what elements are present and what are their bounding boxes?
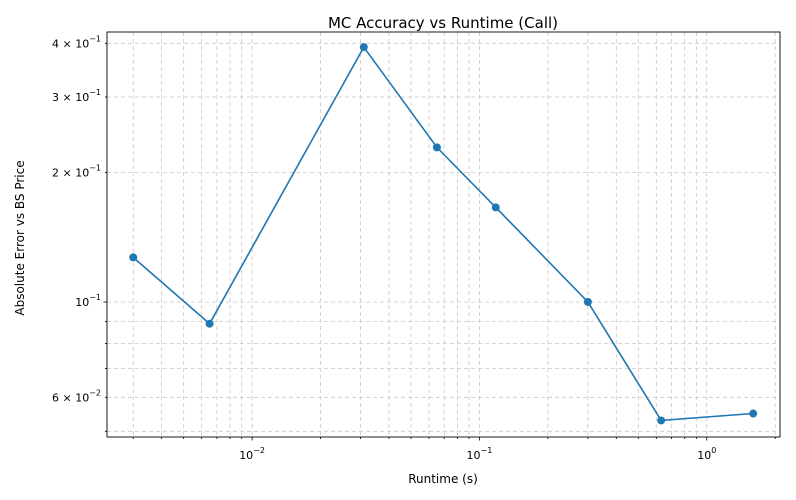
y-tick-label: 2 × 10−1 bbox=[52, 164, 101, 180]
tick-layer: 10−2 10−1 100 10−1 6 × 10−2 2 × 10−1 3 × 10−1 4… bbox=[52, 34, 776, 462]
grid-layer bbox=[107, 32, 780, 437]
series-layer bbox=[129, 43, 758, 425]
x-tick-label: 10−2 bbox=[239, 446, 265, 462]
data-point bbox=[205, 319, 214, 328]
data-point bbox=[657, 416, 666, 425]
data-point bbox=[129, 253, 138, 262]
y-tick-label: 4 × 10−1 bbox=[52, 34, 101, 50]
y-tick-label: 10−1 bbox=[75, 293, 101, 309]
plot-frame bbox=[106, 31, 781, 438]
y-axis-label: Absolute Error vs BS Price bbox=[13, 160, 27, 315]
y-tick-label: 6 × 10−2 bbox=[52, 388, 101, 404]
series-line bbox=[132, 45, 754, 422]
data-point bbox=[432, 143, 441, 152]
data-point bbox=[491, 203, 500, 212]
x-axis-label: Runtime (s) bbox=[408, 472, 478, 486]
x-tick-label: 10−1 bbox=[467, 446, 493, 462]
data-point bbox=[749, 409, 758, 418]
data-point bbox=[359, 43, 368, 52]
y-tick-label: 3 × 10−1 bbox=[52, 88, 101, 104]
data-point bbox=[583, 297, 592, 306]
x-tick-label: 100 bbox=[697, 446, 716, 462]
chart-title: MC Accuracy vs Runtime (Call) bbox=[328, 14, 558, 32]
